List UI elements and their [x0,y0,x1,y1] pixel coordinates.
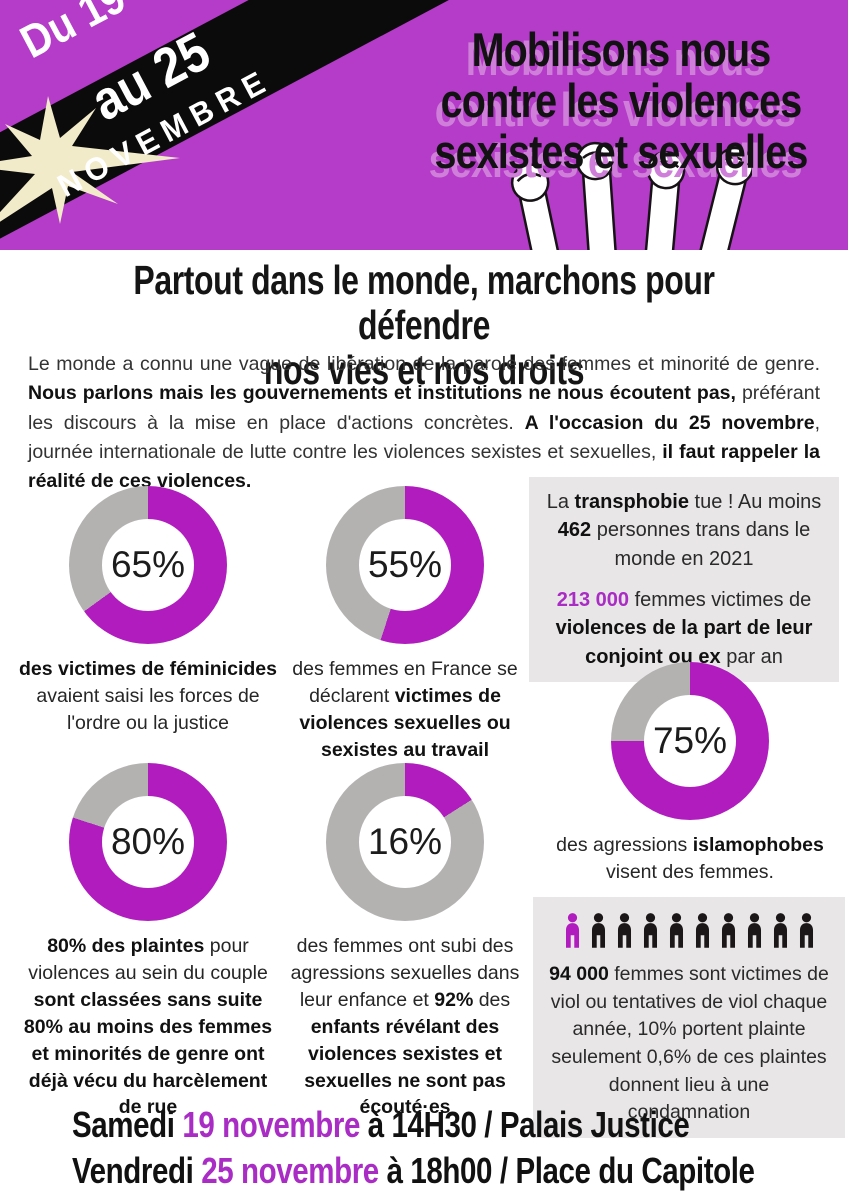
person-icon [773,913,787,948]
donut-chart-travail: 55% [326,486,484,644]
donut-caption: des agressions islamophobes visent des f… [556,834,824,883]
donut-caption: des femmes en France se déclarent victim… [292,658,518,761]
donut-value: 16% [367,821,443,862]
header-banner: Du 19 au 25 NOVEMBRE [0,0,848,250]
poster-title-line: sexistes et sexuelles [434,125,808,179]
headline-line: nos vies et nos droits [263,347,585,394]
donut-value: 80% [110,821,186,862]
ribbon-date-start: Du 19 [11,0,134,68]
donut-caption: des femmes ont subi des agressions sexue… [290,935,520,1119]
donut-caption: 80% des plaintes pour violences au sein … [23,935,273,1119]
person-icon [747,913,761,948]
stat-box-viol: 94 000 femmes sont victimes de viol ou t… [533,897,845,1139]
person-icon [721,913,735,948]
stat-violences-travail: 55% des femmes en France se déclarent vi… [290,486,520,764]
stat-box-conjoint: 213 000 femmes victimes de violences de … [529,575,839,683]
starburst-icon [0,96,180,224]
person-icon [617,913,631,948]
raised-fists-illustration [510,141,755,250]
stat-box-transphobie: La transphobie tue ! Au moins 462 person… [529,477,839,585]
donut-value: 55% [367,544,443,585]
event-dates: Samedi 19 novembre à 14H30 / Palais Just… [72,1102,848,1194]
stat-plaintes: 80% 80% des plaintes pour violences au s… [18,763,278,1121]
stat-agressions-enfance: 16% des femmes ont subi des agressions s… [290,763,520,1121]
donut-value: 75% [652,720,728,761]
stat-feminicides: 65% des victimes de féminicides avaient … [18,486,278,737]
stat-islamophobie: 75% des agressions islamophobes visent d… [540,662,840,886]
donut-chart-plaintes: 80% [69,763,227,921]
person-icon [799,913,813,948]
donut-caption: des victimes de féminicides avaient sais… [19,658,277,734]
person-icon [669,913,683,948]
person-icon [565,913,579,948]
donut-value: 65% [110,544,186,585]
donut-chart-islamophobie: 75% [611,662,769,820]
person-icon [695,913,709,948]
donut-chart-enfance: 16% [326,763,484,921]
person-icon [643,913,657,948]
stat-box-viol-text: 94 000 femmes sont victimes de viol ou t… [549,963,829,1124]
donut-chart-feminicides: 65% [69,486,227,644]
poster-title-line: Mobilisons nous [471,23,772,76]
pictogram-row [547,913,831,949]
poster-title-line: contre les violences [440,74,802,128]
event-date-line: Samedi 19 novembre à 14H30 / Palais Just… [72,1104,690,1145]
person-icon [591,913,605,948]
headline-line: Partout dans le monde, marchons pour déf… [133,257,715,349]
intro-paragraph: Le monde a connu une vague de libération… [28,353,820,492]
headline: Partout dans le monde, marchons pour déf… [93,257,754,394]
poster-title: Mobilisons nous contre les violences sex… [434,23,808,179]
event-date-line: Vendredi 25 novembre à 18h00 / Place du … [72,1150,755,1192]
